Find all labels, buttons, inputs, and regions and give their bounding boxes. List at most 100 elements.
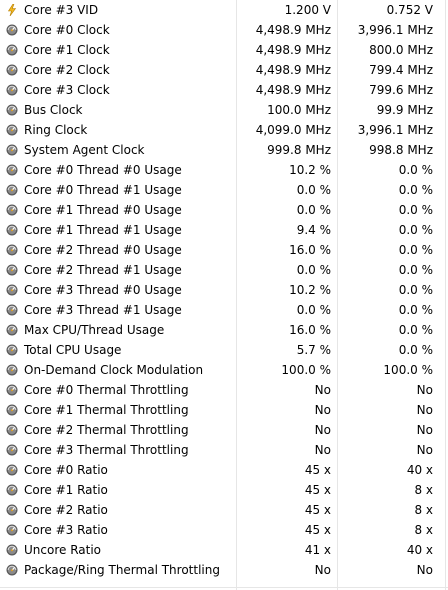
sensor-row[interactable]: Core #0 Thread #0 Usage 10.2 % 0.0 % xyxy=(0,160,448,180)
sensor-row[interactable]: Core #3 Ratio 45 x 8 x xyxy=(0,520,448,540)
gauge-icon xyxy=(6,424,18,436)
sensor-row[interactable]: Core #0 Thermal Throttling No No xyxy=(0,380,448,400)
sensor-current-value: 0.0 % xyxy=(296,203,331,217)
sensor-current-value: 4,498.9 MHz xyxy=(255,63,331,77)
gauge-icon xyxy=(6,44,18,56)
sensor-minimum-value: No xyxy=(416,403,433,417)
sensor-minimum-value: 0.0 % xyxy=(398,343,433,357)
sensor-minimum-value: 8 x xyxy=(414,483,433,497)
sensor-row[interactable]: Core #0 Ratio 45 x 40 x xyxy=(0,460,448,480)
sensor-current-value: No xyxy=(314,403,331,417)
sensor-minimum-value: 0.752 V xyxy=(386,3,433,17)
sensor-label: Max CPU/Thread Usage xyxy=(24,323,165,337)
gauge-icon xyxy=(6,104,18,116)
sensor-label: Core #1 Thread #1 Usage xyxy=(24,223,182,237)
gauge-icon xyxy=(6,144,18,156)
sensor-minimum-value: 3,996.1 MHz xyxy=(357,23,433,37)
sensor-row[interactable]: Core #2 Ratio 45 x 8 x xyxy=(0,500,448,520)
sensor-minimum-value: No xyxy=(416,443,433,457)
sensor-label: Core #0 Thread #0 Usage xyxy=(24,163,182,177)
sensor-minimum-value: 0.0 % xyxy=(398,223,433,237)
sensor-row[interactable]: Core #1 Clock 4,498.9 MHz 800.0 MHz xyxy=(0,40,448,60)
sensor-row[interactable]: Core #1 Thread #1 Usage 9.4 % 0.0 % xyxy=(0,220,448,240)
sensor-minimum-value: No xyxy=(416,423,433,437)
sensor-row[interactable]: Ring Clock 4,099.0 MHz 3,996.1 MHz xyxy=(0,120,448,140)
sensor-row[interactable]: System Agent Clock 999.8 MHz 998.8 MHz xyxy=(0,140,448,160)
sensor-label: Total CPU Usage xyxy=(24,343,122,357)
sensor-row[interactable]: Core #3 VID 1.200 V 0.752 V xyxy=(0,0,448,20)
sensor-label: Core #1 Thermal Throttling xyxy=(24,403,189,417)
gauge-icon xyxy=(6,304,18,316)
sensor-minimum-value: No xyxy=(416,383,433,397)
sensor-minimum-value: 0.0 % xyxy=(398,183,433,197)
sensor-row[interactable]: Total CPU Usage 5.7 % 0.0 % xyxy=(0,340,448,360)
sensor-row[interactable]: Core #1 Thread #0 Usage 0.0 % 0.0 % xyxy=(0,200,448,220)
sensor-row[interactable]: Bus Clock 100.0 MHz 99.9 MHz xyxy=(0,100,448,120)
sensor-label: Core #1 Thread #0 Usage xyxy=(24,203,182,217)
sensor-current-value: 4,099.0 MHz xyxy=(255,123,331,137)
column-divider xyxy=(337,0,338,590)
sensor-row[interactable]: Package/Ring Thermal Throttling No No xyxy=(0,560,448,580)
gauge-icon xyxy=(6,264,18,276)
gauge-icon xyxy=(6,84,18,96)
sensor-row[interactable]: Max CPU/Thread Usage 16.0 % 0.0 % xyxy=(0,320,448,340)
sensor-row[interactable]: Core #2 Thread #0 Usage 16.0 % 0.0 % xyxy=(0,240,448,260)
sensor-label: Core #1 Clock xyxy=(24,43,110,57)
sensor-label: Core #0 Ratio xyxy=(24,463,108,477)
sensor-row[interactable]: On-Demand Clock Modulation 100.0 % 100.0… xyxy=(0,360,448,380)
sensor-row[interactable]: Uncore Ratio 41 x 40 x xyxy=(0,540,448,560)
sensor-label: Core #0 Thread #1 Usage xyxy=(24,183,182,197)
sensor-minimum-value: 8 x xyxy=(414,503,433,517)
sensor-row[interactable]: Core #0 Clock 4,498.9 MHz 3,996.1 MHz xyxy=(0,20,448,40)
sensor-current-value: 100.0 MHz xyxy=(267,103,331,117)
sensor-label: Uncore Ratio xyxy=(24,543,102,557)
sensor-current-value: 45 x xyxy=(304,463,331,477)
gauge-icon xyxy=(6,364,18,376)
sensor-minimum-value: 998.8 MHz xyxy=(369,143,433,157)
sensor-minimum-value: 799.4 MHz xyxy=(369,63,433,77)
sensor-current-value: 45 x xyxy=(304,523,331,537)
sensor-minimum-value: 0.0 % xyxy=(398,283,433,297)
sensor-row[interactable]: Core #3 Clock 4,498.9 MHz 799.6 MHz xyxy=(0,80,448,100)
sensor-current-value: No xyxy=(314,443,331,457)
sensor-minimum-value: 3,996.1 MHz xyxy=(357,123,433,137)
sensor-label: Core #0 Thermal Throttling xyxy=(24,383,189,397)
gauge-icon xyxy=(6,204,18,216)
sensor-current-value: 100.0 % xyxy=(281,363,331,377)
sensor-current-value: 16.0 % xyxy=(289,243,331,257)
sensor-minimum-value: 8 x xyxy=(414,523,433,537)
sensor-row[interactable]: Core #1 Ratio 45 x 8 x xyxy=(0,480,448,500)
gauge-icon xyxy=(6,244,18,256)
sensor-label: Core #2 Thread #1 Usage xyxy=(24,263,182,277)
sensor-current-value: 4,498.9 MHz xyxy=(255,83,331,97)
gauge-icon xyxy=(6,464,18,476)
sensor-row[interactable]: Core #3 Thermal Throttling No No xyxy=(0,440,448,460)
gauge-icon xyxy=(6,344,18,356)
sensor-minimum-value: 0.0 % xyxy=(398,163,433,177)
gauge-icon xyxy=(6,324,18,336)
sensor-row[interactable]: Core #3 Thread #0 Usage 10.2 % 0.0 % xyxy=(0,280,448,300)
sensor-minimum-value: 0.0 % xyxy=(398,243,433,257)
sensor-current-value: 45 x xyxy=(304,503,331,517)
gauge-icon xyxy=(6,284,18,296)
sensor-row[interactable]: Core #2 Thread #1 Usage 0.0 % 0.0 % xyxy=(0,260,448,280)
sensor-row[interactable]: Core #1 Thermal Throttling No No xyxy=(0,400,448,420)
sensor-current-value: 1.200 V xyxy=(284,3,331,17)
gauge-icon xyxy=(6,404,18,416)
sensor-row[interactable]: Core #2 Clock 4,498.9 MHz 799.4 MHz xyxy=(0,60,448,80)
sensor-label: Core #2 Thread #0 Usage xyxy=(24,243,182,257)
sensor-current-value: 9.4 % xyxy=(296,223,331,237)
sensor-row[interactable]: Core #3 Thread #1 Usage 0.0 % 0.0 % xyxy=(0,300,448,320)
sensor-current-value: No xyxy=(314,423,331,437)
sensor-label: On-Demand Clock Modulation xyxy=(24,363,204,377)
sensor-label: Bus Clock xyxy=(24,103,83,117)
sensor-minimum-value: 40 x xyxy=(406,463,433,477)
sensor-minimum-value: 0.0 % xyxy=(398,303,433,317)
sensor-label: Ring Clock xyxy=(24,123,88,137)
sensor-row[interactable]: Core #2 Thermal Throttling No No xyxy=(0,420,448,440)
sensor-minimum-value: 99.9 MHz xyxy=(376,103,433,117)
gauge-icon xyxy=(6,384,18,396)
sensor-label: Core #2 Thermal Throttling xyxy=(24,423,189,437)
sensor-row[interactable]: Core #0 Thread #1 Usage 0.0 % 0.0 % xyxy=(0,180,448,200)
